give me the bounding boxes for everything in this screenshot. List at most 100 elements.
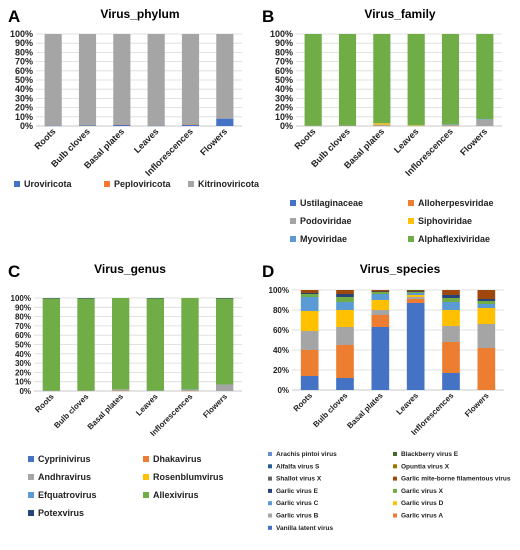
legend-label: Potexvirus <box>38 508 84 518</box>
bar-segment-kitrinoviricota-basal-plates <box>113 34 131 125</box>
bar-segment-garlic-virus-b-bulb-cloves <box>336 327 354 345</box>
bar-segment-garlic-virus-a-basal-plates <box>371 315 390 327</box>
bar-segment-uroviricota-inflorescences <box>181 124 200 126</box>
bar-segment-alphaflexiviridae-roots <box>304 34 322 126</box>
legend-label: Andhravirus <box>38 472 91 482</box>
bar-segment-allexivirus-inflorescences <box>181 298 199 390</box>
y-tick-label: 20% <box>15 368 31 377</box>
bar-segment-allexivirus-flowers <box>216 298 234 385</box>
legend-label: Blackberry virus E <box>401 451 459 458</box>
y-tick-label: 30% <box>15 359 31 368</box>
bar-segment-vanilla-latent-virus-roots <box>300 376 319 390</box>
bar-segment-garlic-virus-a-leaves <box>406 299 425 303</box>
y-tick-label: 60% <box>15 331 31 340</box>
y-tick-label: 10% <box>15 378 31 387</box>
y-tick-label: 0% <box>20 121 33 131</box>
legend-swatch <box>268 476 272 481</box>
bar-segment-garlic-virus-d-leaves <box>406 295 425 297</box>
bar-segment-kitrinoviricota-inflorescences <box>181 34 200 125</box>
legend-swatch <box>14 181 20 187</box>
legend-label: Garlic virus B <box>276 513 319 520</box>
y-tick-label: 70% <box>275 57 293 67</box>
bar-segment-andhravirus-basal-plates <box>112 389 130 391</box>
legend-label: Peploviricota <box>114 179 172 189</box>
legend-label: Opuntia virus X <box>401 463 450 470</box>
y-tick-label: 60% <box>273 326 289 335</box>
chart-title: Virus_family <box>364 7 435 21</box>
legend-swatch <box>143 474 149 480</box>
y-tick-label: 100% <box>11 294 31 303</box>
legend-label: Vanilla latent virus <box>276 525 333 532</box>
legend-swatch <box>408 200 414 206</box>
y-tick-label: 60% <box>15 66 33 76</box>
bar-segment-garlic-virus-d-basal-plates <box>371 300 390 310</box>
legend-label: Ustilaginaceae <box>300 198 363 208</box>
bar-segment-allexivirus-roots <box>42 298 60 391</box>
legend-label: Garlic virus E <box>276 488 319 495</box>
legend-swatch <box>143 492 149 498</box>
legend-label: Uroviricota <box>24 179 73 189</box>
bar-segment-garlic-virus-c-inflorescences <box>442 302 460 310</box>
y-tick-label: 70% <box>15 57 33 67</box>
legend-swatch <box>268 513 272 518</box>
legend-swatch <box>393 452 397 456</box>
y-tick-label: 40% <box>15 350 31 359</box>
legend-swatch <box>393 488 397 493</box>
bar-segment-garlic-mite-borne-filamentous-virus-leaves <box>406 290 425 292</box>
bar-segment-garlic-virus-x-basal-plates <box>371 292 390 294</box>
legend-label: Garlic virus C <box>276 500 319 507</box>
legend-swatch <box>268 525 272 530</box>
bar-segment-vanilla-latent-virus-bulb-cloves <box>336 378 354 390</box>
y-tick-label: 100% <box>270 29 293 39</box>
x-tick-label: Leaves <box>392 126 421 155</box>
x-tick-label: Leaves <box>395 391 421 417</box>
bar-segment-alphaflexiviridae-inflorescences <box>441 34 460 125</box>
legend-swatch <box>393 501 397 506</box>
bar-segment-garlic-virus-c-basal-plates <box>371 294 390 300</box>
legend-label: Siphoviridae <box>418 216 472 226</box>
bar-segment-andhravirus-flowers <box>216 384 234 391</box>
y-tick-label: 80% <box>15 47 33 57</box>
y-tick-label: 10% <box>15 112 33 122</box>
y-tick-label: 100% <box>10 29 33 39</box>
panel-c: C Virus_genus 0%10%20%30%40%50%60%70%80%90… <box>8 262 242 518</box>
y-tick-label: 30% <box>275 93 293 103</box>
x-tick-label: Bulb cloves <box>311 391 350 430</box>
bar-segment-allexivirus-leaves <box>146 298 164 391</box>
bar-segment-garlic-virus-e-leaves <box>406 291 425 292</box>
bar-segment-garlic-virus-c-leaves <box>406 293 425 295</box>
legend-swatch <box>393 513 397 518</box>
bar-segment-garlic-virus-a-bulb-cloves <box>336 345 354 378</box>
x-tick-label: Basal plates <box>86 392 126 432</box>
legend-swatch <box>104 181 110 187</box>
x-tick-label: Flowers <box>198 126 229 157</box>
bar-segment-garlic-virus-d-flowers <box>477 308 496 324</box>
legend-label: Cyprinivirus <box>38 454 91 464</box>
bar-segment-garlic-virus-d-inflorescences <box>442 310 460 326</box>
legend-label: Garlic mite-borne filamentous virus <box>401 476 511 483</box>
legend-swatch <box>268 464 272 469</box>
bar-segment-alphaflexiviridae-flowers <box>476 34 494 120</box>
bar-segment-vanilla-latent-virus-inflorescences <box>442 373 460 390</box>
legend-swatch <box>143 456 149 462</box>
legend-label: Arachis pintoi virus <box>276 451 337 458</box>
x-tick-label: Roots <box>33 392 56 415</box>
y-tick-label: 20% <box>15 103 33 113</box>
y-tick-label: 80% <box>275 47 293 57</box>
bar-segment-garlic-mite-borne-filamentous-virus-roots <box>300 290 319 293</box>
bar-segment-alphaflexiviridae-leaves <box>407 34 425 126</box>
y-tick-label: 60% <box>275 66 293 76</box>
bar-segment-siphoviridae-basal-plates <box>373 123 391 125</box>
y-tick-label: 40% <box>15 84 33 94</box>
bar-segment-allexivirus-basal-plates <box>112 298 130 390</box>
y-tick-label: 0% <box>280 121 293 131</box>
panel-letter: C <box>8 262 20 281</box>
bar-segment-podoviridae-inflorescences <box>441 124 460 126</box>
legend-label: Shallot virus X <box>276 476 322 483</box>
legend-swatch <box>393 476 397 481</box>
bar-segment-uroviricota-flowers <box>216 118 234 126</box>
legend-swatch <box>28 456 34 462</box>
x-tick-label: Leaves <box>134 392 160 418</box>
y-tick-label: 70% <box>15 322 31 331</box>
